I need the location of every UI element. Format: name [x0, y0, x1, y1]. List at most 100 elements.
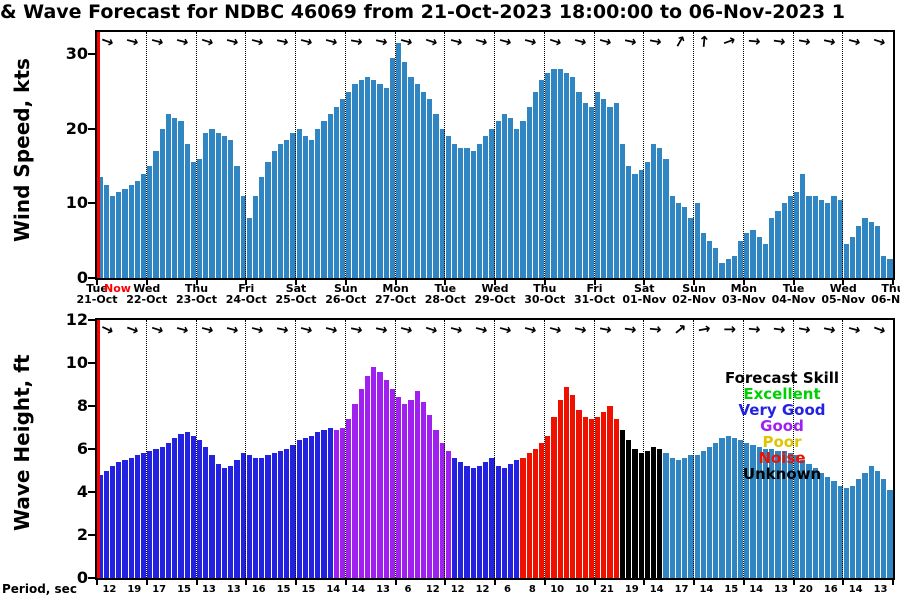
- wave-bar: [539, 442, 545, 578]
- x-tick-day: Fri: [586, 282, 603, 295]
- wave-bar: [626, 440, 632, 578]
- wave-bar: [197, 440, 203, 578]
- wave-bar: [290, 444, 296, 578]
- wind-bar: [862, 218, 868, 278]
- wave-bar: [818, 472, 825, 578]
- x-tick-mark: [295, 280, 297, 285]
- wind-bar: [122, 188, 128, 278]
- wind-bar: [725, 259, 731, 278]
- wave-bar: [520, 457, 526, 578]
- wave-bar: [128, 457, 134, 578]
- period-value: 15: [301, 584, 316, 595]
- wave-bar: [706, 446, 713, 578]
- wave-bar: [246, 455, 252, 578]
- wind-bar: [327, 114, 333, 278]
- x-tick-day: Mon: [382, 282, 409, 295]
- wave-bar: [141, 453, 147, 578]
- period-value: 19: [127, 584, 142, 595]
- wave-bar: [209, 455, 215, 578]
- x-tick-date: 31-Oct: [573, 293, 615, 306]
- x-tick-date: 03-Nov: [721, 293, 766, 306]
- wave-bar: [240, 453, 246, 578]
- wave-bar: [271, 453, 277, 578]
- x-tick-date: 04-Nov: [771, 293, 816, 306]
- wave-bar: [433, 429, 439, 578]
- x-tick-date: 28-Oct: [424, 293, 466, 306]
- wave-bar: [476, 466, 483, 578]
- wave-bar: [190, 436, 196, 578]
- wind-bar: [321, 121, 327, 278]
- wind-bar: [706, 240, 713, 278]
- wind-bar: [849, 237, 856, 278]
- x-tick-date: 06-Nov: [871, 293, 900, 306]
- wave-bar: [296, 440, 302, 578]
- wind-bar: [663, 158, 669, 278]
- wind-bar: [259, 177, 265, 278]
- wave-bar: [881, 479, 887, 578]
- x-tick-day: Sun: [333, 282, 358, 295]
- x-tick-date: 21-Oct: [76, 293, 118, 306]
- x-tick-mark: [593, 280, 596, 285]
- wind-bar: [545, 73, 551, 278]
- wind-bar: [271, 151, 277, 278]
- y-tick-label: 2: [76, 525, 88, 544]
- wind-bar: [116, 192, 122, 278]
- wave-bar: [532, 449, 539, 578]
- period-value: 6: [404, 584, 412, 595]
- wave-bar: [259, 457, 265, 578]
- x-tick-mark: [344, 580, 347, 585]
- wave-bar: [321, 429, 327, 578]
- wind-bar: [408, 76, 414, 278]
- wave-bar: [868, 466, 874, 578]
- wave-bar: [775, 451, 781, 578]
- wave-bar: [103, 470, 109, 578]
- x-tick-date: 24-Oct: [225, 293, 267, 306]
- wind-bar: [483, 136, 489, 278]
- x-tick-mark: [444, 580, 447, 585]
- x-tick-mark: [693, 280, 695, 285]
- wind-bar: [700, 233, 706, 278]
- wave-bar: [116, 461, 122, 578]
- wind-bar: [731, 255, 738, 278]
- period-value: 14: [326, 584, 341, 595]
- wave-bar: [371, 367, 377, 578]
- x-tick-day: Mon: [730, 282, 757, 295]
- x-tick-day: Tue: [434, 282, 457, 295]
- period-value: 14: [848, 584, 863, 595]
- wind-bar: [588, 106, 594, 278]
- wind-bar: [818, 199, 825, 278]
- x-tick-day: Sat: [633, 282, 655, 295]
- y-tick-mark: [88, 319, 95, 321]
- wind-bar: [358, 80, 364, 278]
- legend-item-very_good: Very Good: [738, 401, 826, 419]
- wave-bar: [122, 459, 128, 578]
- legend-item-unknown: Unknown: [742, 465, 822, 483]
- x-tick-date: 25-Oct: [275, 293, 317, 306]
- wind-bar: [333, 106, 340, 278]
- wave-bar: [153, 449, 159, 578]
- period-value: 15: [724, 584, 739, 595]
- wave-bar: [613, 418, 619, 578]
- x-tick-mark: [892, 280, 894, 285]
- wind-bar: [371, 80, 377, 278]
- wind-bar: [141, 173, 147, 278]
- wind-bar: [377, 84, 383, 278]
- wind-bar: [197, 158, 203, 278]
- legend-title: Forecast Skill: [724, 369, 840, 387]
- period-value: 15: [177, 584, 192, 595]
- wave-bar: [831, 481, 837, 578]
- wind-bar: [843, 244, 849, 278]
- x-tick-mark: [494, 580, 496, 585]
- wave-bar: [265, 455, 271, 578]
- wind-bar: [762, 244, 769, 278]
- wind-bar: [352, 84, 358, 278]
- x-tick-date: 26-Oct: [325, 293, 367, 306]
- wave-bar: [302, 438, 308, 578]
- y-tick-label: 4: [76, 482, 88, 501]
- wave-bar: [327, 427, 333, 578]
- period-value: 14: [649, 584, 664, 595]
- wave-bar: [800, 459, 806, 578]
- wind-bar: [887, 259, 893, 278]
- wave-bar: [874, 470, 881, 578]
- wind-bar: [570, 76, 576, 278]
